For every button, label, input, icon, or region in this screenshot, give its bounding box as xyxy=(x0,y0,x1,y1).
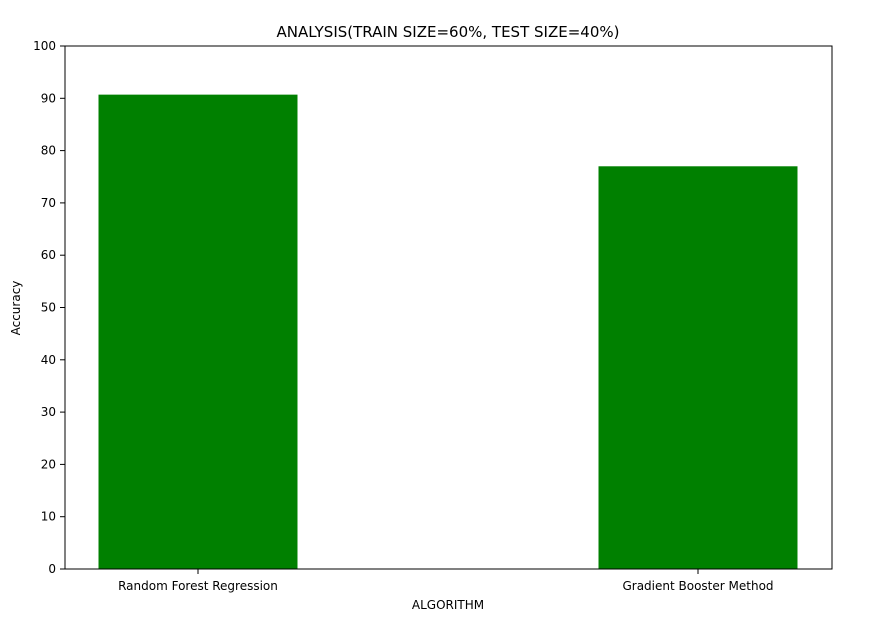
y-tick-label: 20 xyxy=(41,457,56,471)
bar-2 xyxy=(598,166,798,570)
x-tick-label: Gradient Booster Method xyxy=(622,579,773,593)
x-axis-label: ALGORITHM xyxy=(412,598,484,612)
y-tick-label: 50 xyxy=(41,301,56,315)
plot-area-frame xyxy=(64,45,833,570)
y-tick-label: 100 xyxy=(33,39,56,53)
x-axis-ticks: Random Forest Regression Gradient Booster… xyxy=(118,569,774,593)
y-tick-label: 40 xyxy=(41,353,56,367)
chart-title: ANALYSIS(TRAIN SIZE=60%, TEST SIZE=40%) xyxy=(277,23,620,41)
y-tick-label: 80 xyxy=(41,144,56,158)
y-tick-label: 70 xyxy=(41,196,56,210)
y-tick-label: 90 xyxy=(41,91,56,105)
y-tick-label: 10 xyxy=(41,510,56,524)
y-tick-label: 30 xyxy=(41,405,56,419)
bars-group xyxy=(98,94,798,570)
y-axis-ticks: 0 10 20 30 40 50 60 70 80 90 100 xyxy=(33,39,65,576)
y-tick-label: 60 xyxy=(41,248,56,262)
y-tick-label: 0 xyxy=(48,562,56,576)
bar-1 xyxy=(98,94,298,569)
x-tick-label: Random Forest Regression xyxy=(118,579,278,593)
y-axis-label: Accuracy xyxy=(9,281,23,336)
